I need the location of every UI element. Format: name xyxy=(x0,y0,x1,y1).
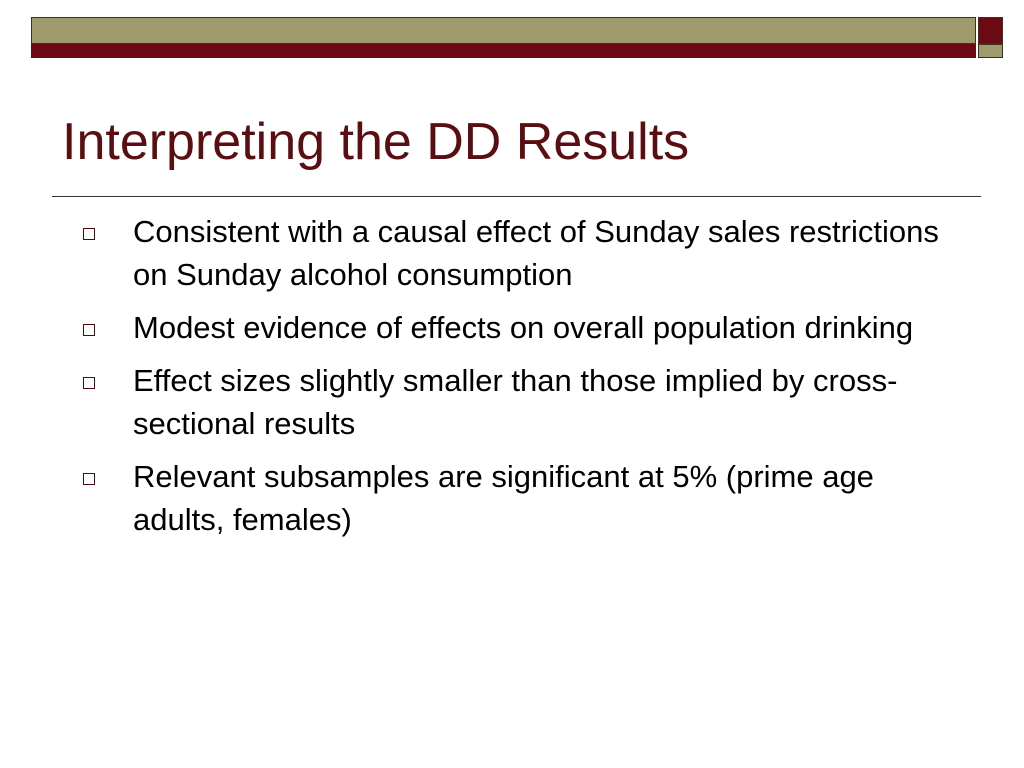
header-band xyxy=(31,17,976,44)
title-rule xyxy=(52,196,981,197)
bullet-marker xyxy=(83,228,95,240)
corner-square xyxy=(978,17,1003,44)
bullet-marker xyxy=(83,377,95,389)
bullet-list: Consistent with a causal effect of Sunda… xyxy=(80,210,948,551)
bullet-text: Relevant subsamples are significant at 5… xyxy=(133,459,874,537)
bullet-item: Modest evidence of effects on overall po… xyxy=(80,306,948,349)
bullet-text: Consistent with a causal effect of Sunda… xyxy=(133,214,939,292)
bullet-marker xyxy=(83,324,95,336)
bullet-text: Modest evidence of effects on overall po… xyxy=(133,310,914,345)
header-band xyxy=(31,44,976,58)
bullet-text: Effect sizes slightly smaller than those… xyxy=(133,363,898,441)
bullet-item: Consistent with a causal effect of Sunda… xyxy=(80,210,948,296)
slide-title: Interpreting the DD Results xyxy=(62,113,690,171)
corner-square xyxy=(978,44,1003,58)
bullet-item: Relevant subsamples are significant at 5… xyxy=(80,455,948,541)
bullet-marker xyxy=(83,473,95,485)
bullet-item: Effect sizes slightly smaller than those… xyxy=(80,359,948,445)
